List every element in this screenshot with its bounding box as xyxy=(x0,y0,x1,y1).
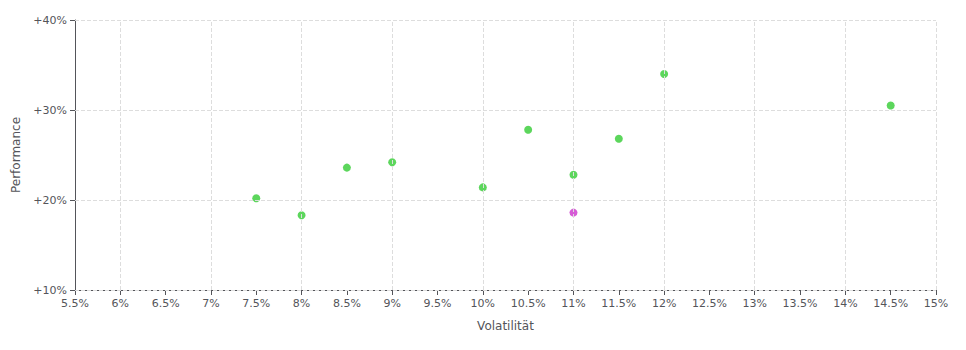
svg-text:11%: 11% xyxy=(561,297,585,310)
svg-text:+30%: +30% xyxy=(33,104,67,117)
svg-text:Volatilität: Volatilität xyxy=(477,319,534,333)
svg-text:13.5%: 13.5% xyxy=(783,297,818,310)
svg-text:5.5%: 5.5% xyxy=(61,297,89,310)
svg-text:8%: 8% xyxy=(293,297,310,310)
svg-text:7%: 7% xyxy=(202,297,219,310)
svg-text:+20%: +20% xyxy=(33,194,67,207)
svg-text:8.5%: 8.5% xyxy=(333,297,361,310)
svg-text:7.5%: 7.5% xyxy=(242,297,270,310)
svg-text:12.5%: 12.5% xyxy=(692,297,727,310)
svg-text:6.5%: 6.5% xyxy=(152,297,180,310)
svg-text:14%: 14% xyxy=(833,297,857,310)
svg-text:Performance: Performance xyxy=(9,117,23,193)
svg-text:10%: 10% xyxy=(471,297,495,310)
svg-text:14.5%: 14.5% xyxy=(873,297,908,310)
svg-text:11.5%: 11.5% xyxy=(601,297,636,310)
svg-text:13%: 13% xyxy=(743,297,767,310)
svg-text:+40%: +40% xyxy=(33,14,67,27)
svg-text:9.5%: 9.5% xyxy=(424,297,452,310)
svg-text:+10%: +10% xyxy=(33,284,67,297)
svg-text:10.5%: 10.5% xyxy=(511,297,546,310)
svg-text:9%: 9% xyxy=(383,297,400,310)
svg-text:12%: 12% xyxy=(652,297,676,310)
svg-text:6%: 6% xyxy=(112,297,129,310)
svg-text:15%: 15% xyxy=(924,297,948,310)
